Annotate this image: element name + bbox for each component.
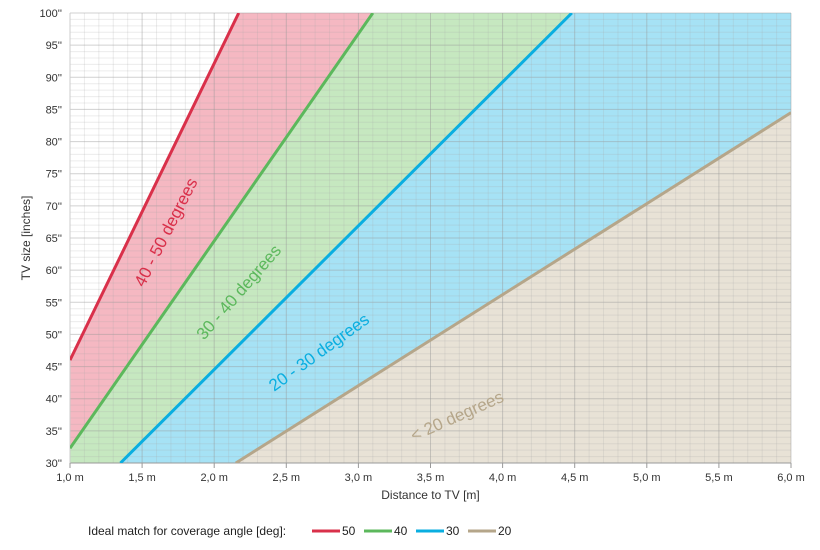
x-tick-label: 5,5 m [705,472,733,484]
y-tick-label: 95'' [46,40,62,52]
legend-label-20: 20 [498,524,512,538]
series-line-20 [235,111,791,463]
y-tick-label: 55'' [46,297,62,309]
x-axis-ticks: 1,0 m 1,5 m 2,0 m 2,5 m 3,0 m 3,5 m 4,0 m 4,5 m… [56,463,805,484]
y-tick-label: 80'' [46,137,62,149]
y-tick-label: 70'' [46,201,62,213]
y-tick-label: 35'' [46,426,62,438]
x-tick-label: 3,5 m [417,472,445,484]
x-axis-title: Distance to TV [m] [381,488,479,502]
legend-label-30: 30 [446,524,460,538]
x-tick-label: 1,5 m [128,472,156,484]
y-tick-label: 30'' [46,458,62,470]
series-line-30 [119,13,573,463]
legend-title: Ideal match for coverage angle [deg]: [88,524,286,538]
x-tick-label: 2,5 m [273,472,301,484]
legend-label-50: 50 [342,524,356,538]
x-tick-label: 3,0 m [345,472,373,484]
legend: Ideal match for coverage angle [deg]: 50… [88,524,512,538]
y-tick-label: 40'' [46,394,62,406]
grid-lines [69,12,792,464]
y-axis-title: TV size [inches] [19,196,33,281]
x-tick-label: 6,0 m [777,472,805,484]
series-line-40 [70,13,375,450]
x-tick-label: 5,0 m [633,472,661,484]
y-tick-label: 90'' [46,72,62,84]
y-tick-label: 100'' [39,8,62,20]
x-tick-label: 4,5 m [561,472,589,484]
y-tick-label: 50'' [46,329,62,341]
series-lines [70,13,791,463]
y-tick-label: 60'' [46,265,62,277]
coverage-bands [70,13,791,463]
legend-label-40: 40 [394,524,408,538]
y-tick-label: 65'' [46,233,62,245]
x-tick-label: 1,0 m [56,472,84,484]
series-line-50 [70,13,241,361]
y-tick-label: 75'' [46,169,62,181]
y-tick-label: 45'' [46,362,62,374]
y-tick-label: 85'' [46,104,62,116]
y-axis-ticks: 30'' 35'' 40'' 45'' 50'' 55'' 60'' 65'' 70'' 75''… [39,8,62,470]
x-tick-label: 2,0 m [200,472,228,484]
x-tick-label: 4,0 m [489,472,517,484]
